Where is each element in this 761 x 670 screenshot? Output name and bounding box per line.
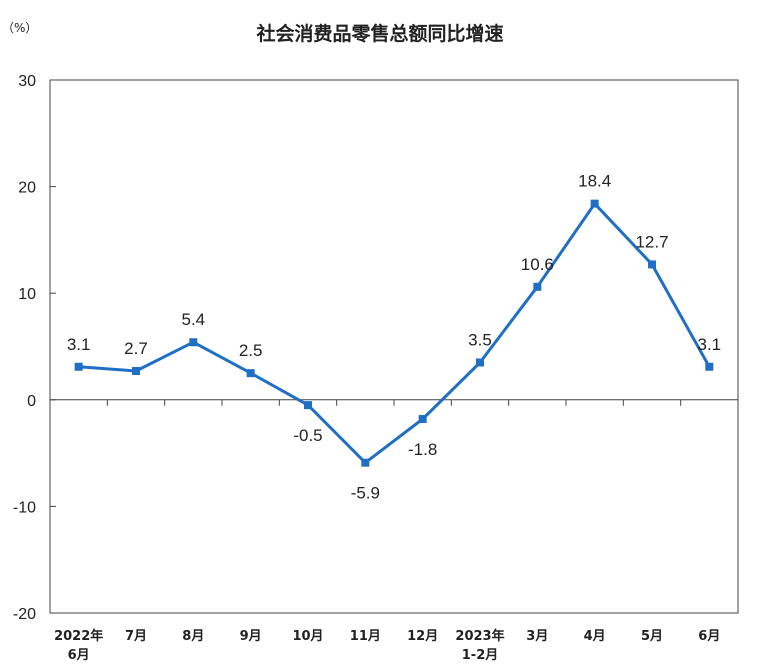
y-axis: 30 20 10 0 -10 -20 [13, 73, 56, 623]
x-tick-label: 2023年 [455, 628, 504, 644]
data-label: 3.1 [698, 335, 722, 354]
y-tick-label: 30 [18, 73, 36, 90]
x-tick-label: 1-2月 [462, 648, 499, 663]
data-point-marker [533, 282, 542, 291]
y-tick-label: 10 [18, 286, 36, 303]
x-tick-label: 12月 [407, 629, 438, 644]
data-point-marker [74, 362, 83, 371]
x-tick-label: 9月 [240, 629, 262, 644]
x-tick-label: 6月 [698, 629, 720, 644]
data-point-marker [418, 414, 427, 423]
plot-area [49, 79, 739, 614]
data-label: -5.9 [351, 484, 380, 503]
x-tick-label: 7月 [125, 629, 147, 644]
x-tick-label: 2022年 [54, 628, 103, 644]
series-line [78, 202, 711, 465]
data-point-marker [246, 369, 255, 378]
data-point-marker [361, 458, 370, 467]
y-tick-label: 0 [27, 393, 36, 410]
data-point-marker [132, 367, 140, 376]
y-tick-label: 20 [18, 180, 36, 197]
chart-title: 社会消费品零售总额同比增速 [255, 22, 503, 45]
data-point-marker [189, 338, 198, 347]
x-tick-label: 11月 [350, 629, 381, 644]
x-tick-label: 5月 [641, 629, 663, 644]
data-point-marker [590, 199, 599, 208]
data-label: 2.5 [239, 341, 263, 360]
y-tick-label: -20 [13, 606, 36, 623]
x-tick-label: 10月 [292, 629, 323, 644]
x-tick-label: 6月 [68, 648, 90, 663]
data-label: 3.1 [67, 335, 91, 354]
x-tick-label: 3月 [526, 629, 548, 644]
data-label: 2.7 [124, 339, 148, 358]
data-point-marker [648, 260, 656, 269]
data-label: -1.8 [408, 440, 437, 459]
data-label: -0.5 [293, 426, 322, 445]
data-point-marker [705, 362, 714, 371]
x-tick-label: 4月 [584, 629, 606, 644]
data-label: 5.4 [182, 310, 206, 329]
data-label: 10.6 [521, 255, 554, 274]
x-axis: 2022年 6月 7月 8月 9月 10月 11月 12月 2023年 1-2月 3月 4月 5月 6月 [50, 399, 738, 663]
y-unit-label: （%） [2, 21, 37, 35]
series-sales-growth: 3.1 2.7 5.4 2.5 -0.5 -5.9 -1.8 3.5 10.6 18.4 12.7 3… [67, 172, 721, 503]
data-point-marker [476, 358, 484, 367]
data-label: 18.4 [578, 172, 611, 191]
x-tick-label: 8月 [182, 629, 204, 644]
y-tick-label: -10 [13, 499, 36, 516]
data-label: 12.7 [635, 232, 668, 251]
data-point-marker [304, 401, 312, 410]
data-label: 3.5 [468, 330, 492, 349]
